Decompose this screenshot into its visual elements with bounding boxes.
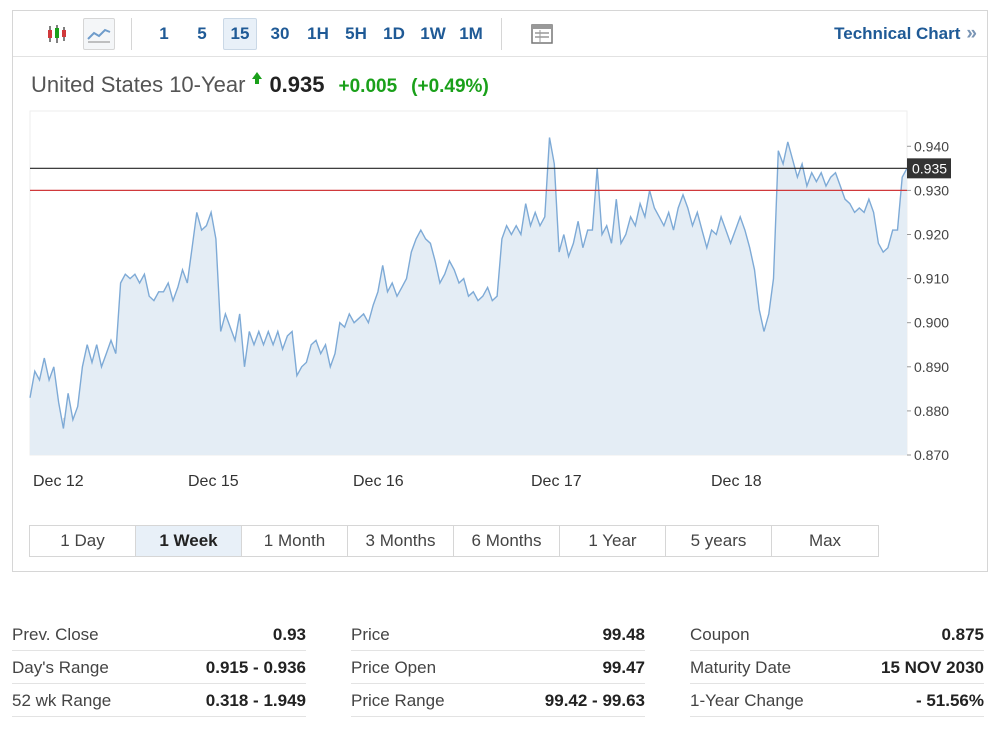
range-1-year[interactable]: 1 Year xyxy=(560,526,666,556)
stat-value: 0.93 xyxy=(272,624,306,644)
range-6-months[interactable]: 6 Months xyxy=(454,526,560,556)
stat-row: Day's Range 0.915 - 0.936 xyxy=(12,652,306,684)
interval-1d[interactable]: 1D xyxy=(383,24,405,43)
range-selector: 1 Day 1 Week 1 Month 3 Months 6 Months 1… xyxy=(29,525,879,557)
y-tick-label: 0.940 xyxy=(914,138,949,154)
stat-label: 1-Year Change xyxy=(690,690,804,710)
x-tick-label: Dec 18 xyxy=(711,473,762,490)
y-tick-label: 0.910 xyxy=(914,271,949,287)
stat-label: Price Open xyxy=(351,657,437,677)
x-tick-label: Dec 12 xyxy=(33,473,84,490)
toolbar-divider xyxy=(131,18,132,50)
stat-value: 0.915 - 0.936 xyxy=(205,657,306,677)
interval-30[interactable]: 30 xyxy=(270,24,290,43)
series-line xyxy=(29,137,908,429)
stats-column: Price 99.48 Price Open 99.47 Price Range… xyxy=(351,619,645,718)
stat-row: Price Range 99.42 - 99.63 xyxy=(351,685,645,717)
stat-label: Maturity Date xyxy=(690,657,792,677)
y-tick-label: 0.930 xyxy=(914,182,949,198)
stat-label: Coupon xyxy=(690,624,750,644)
technical-chart-link[interactable]: Technical Chart » xyxy=(834,23,977,45)
y-tick-label: 0.900 xyxy=(914,315,949,331)
arrow-up-icon xyxy=(252,72,263,84)
current-value-label: 0.935 xyxy=(912,160,947,176)
y-tick-label: 0.870 xyxy=(914,447,949,463)
stat-value: 15 NOV 2030 xyxy=(880,657,984,677)
stat-row: Maturity Date 15 NOV 2030 xyxy=(690,652,984,684)
interval-15[interactable]: 15 xyxy=(223,18,257,50)
y-tick-label: 0.890 xyxy=(914,359,949,375)
interval-5h[interactable]: 5H xyxy=(345,24,367,43)
instrument-name: United States 10-Year xyxy=(31,72,246,97)
price-change-percent: (+0.49%) xyxy=(411,76,489,97)
range-1-week[interactable]: 1 Week xyxy=(136,526,242,556)
stat-label: Day's Range xyxy=(12,657,109,677)
interval-1[interactable]: 1 xyxy=(159,24,169,43)
range-1-month[interactable]: 1 Month xyxy=(242,526,348,556)
interval-1h[interactable]: 1H xyxy=(307,24,329,43)
quote-header: United States 10-Year 0.935 +0.005 (+0.4… xyxy=(31,72,489,98)
stat-label: Price Range xyxy=(351,690,445,710)
table-icon[interactable] xyxy=(527,18,557,50)
price-chart[interactable]: investing.com0.9400.9300.9200.9100.9000.… xyxy=(13,11,987,511)
stat-label: 52 wk Range xyxy=(12,690,112,710)
stat-value: 99.47 xyxy=(602,657,645,677)
stats-column: Prev. Close 0.93 Day's Range 0.915 - 0.9… xyxy=(12,619,306,718)
x-tick-label: Dec 15 xyxy=(188,473,239,490)
range-3-months[interactable]: 3 Months xyxy=(348,526,454,556)
stat-value: 99.42 - 99.63 xyxy=(544,690,645,710)
stat-value: 0.318 - 1.949 xyxy=(205,690,306,710)
y-tick-label: 0.920 xyxy=(914,226,949,242)
price-change: +0.005 xyxy=(338,76,398,97)
candlestick-icon[interactable] xyxy=(41,18,73,50)
stats-column: Coupon 0.875 Maturity Date 15 NOV 2030 1… xyxy=(690,619,984,718)
current-value-badge xyxy=(907,158,951,179)
y-tick-label: 0.880 xyxy=(914,403,949,419)
stat-label: Prev. Close xyxy=(12,624,99,644)
x-tick-label: Dec 17 xyxy=(531,473,582,490)
last-price: 0.935 xyxy=(269,72,325,97)
stat-row: Price 99.48 xyxy=(351,619,645,651)
range-1-day[interactable]: 1 Day xyxy=(30,526,136,556)
range-max[interactable]: Max xyxy=(808,531,842,550)
stat-value: 0.875 xyxy=(941,624,984,644)
x-tick-label: Dec 16 xyxy=(353,473,404,490)
interval-1w[interactable]: 1W xyxy=(420,24,446,43)
stat-label: Price xyxy=(351,624,390,644)
range-5-years[interactable]: 5 years xyxy=(666,526,772,556)
double-chevron-right-icon: » xyxy=(966,23,977,44)
chart-panel: 1 5 15 30 1H 5H 1D 1W 1M Technical Chart… xyxy=(12,10,988,572)
toolbar-divider xyxy=(501,18,502,50)
interval-5[interactable]: 5 xyxy=(197,24,207,43)
line-chart-icon[interactable] xyxy=(83,18,115,50)
stat-row: 1-Year Change - 51.56% xyxy=(690,685,984,717)
stat-row: Prev. Close 0.93 xyxy=(12,619,306,651)
overview-stats: Prev. Close 0.93 Day's Range 0.915 - 0.9… xyxy=(0,619,1003,719)
stat-row: 52 wk Range 0.318 - 1.949 xyxy=(12,685,306,717)
stat-value: 99.48 xyxy=(602,624,645,644)
interval-1m[interactable]: 1M xyxy=(459,24,483,43)
chart-toolbar: 1 5 15 30 1H 5H 1D 1W 1M Technical Chart… xyxy=(13,11,987,57)
stat-value: - 51.56% xyxy=(915,690,984,710)
stat-row: Price Open 99.47 xyxy=(351,652,645,684)
stat-row: Coupon 0.875 xyxy=(690,619,984,651)
technical-chart-label: Technical Chart xyxy=(834,24,961,43)
